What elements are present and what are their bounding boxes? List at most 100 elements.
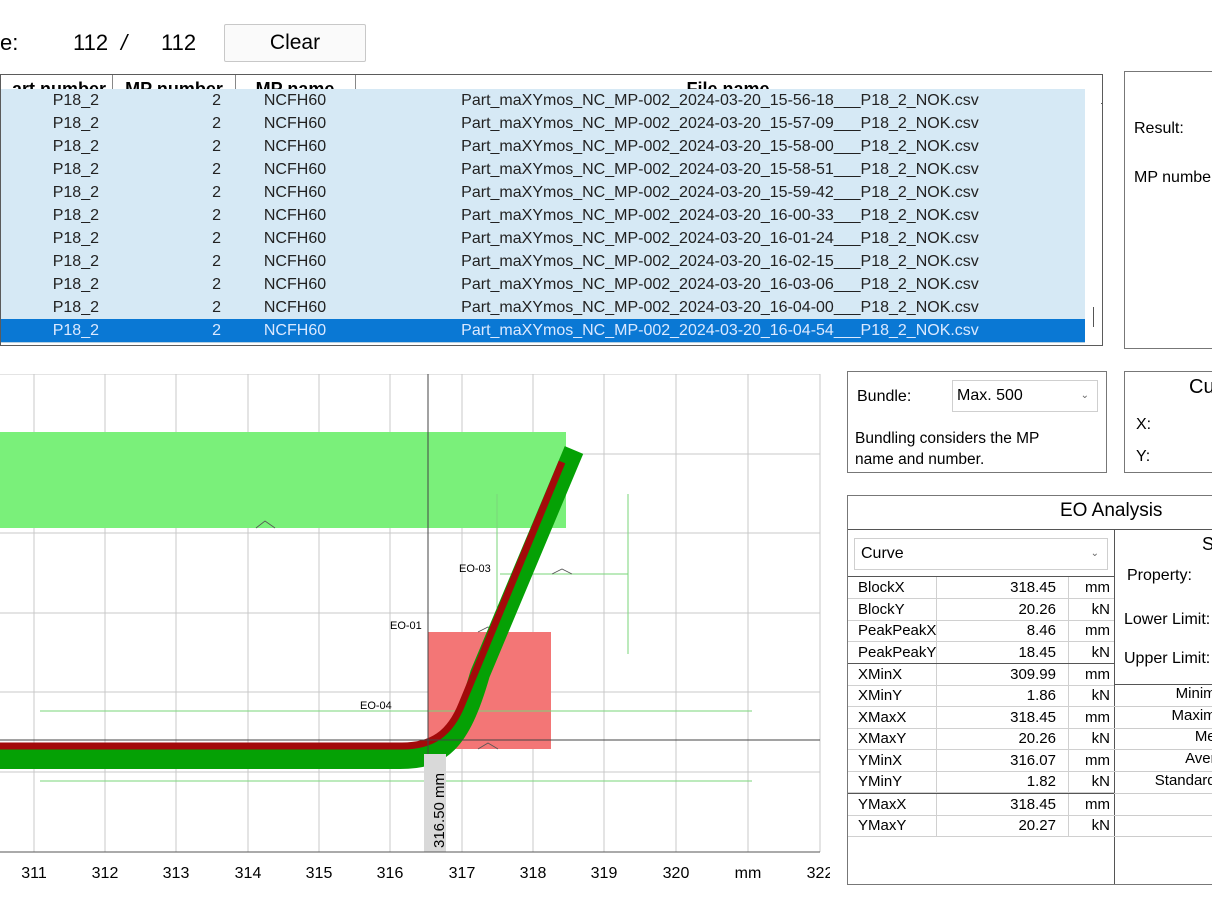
eo-row-name: YMinX [858,751,903,769]
eo-04-label: EO-04 [360,700,392,712]
eo-row[interactable]: XMaxY 20.26 kN [848,728,1114,751]
eo-row[interactable]: XMinX 309.99 mm [848,663,1114,687]
eo-03-marker [551,568,573,575]
stat-row-label: Med [1114,728,1212,751]
cell-part-number: P18_2 [52,92,99,109]
eo-row-unit: mm [1085,751,1110,769]
cell-mp-name: NCFH60 [263,184,327,201]
table-row[interactable]: P18_2 2 NCFH60 Part_maXYmos_NC_MP-002_2024-… [1,89,1085,113]
eo-row[interactable]: BlockX 318.45 mm [848,577,1114,599]
file-table: art number MP number MP name File name P… [0,74,1103,346]
cell-part-number: P18_2 [52,276,99,293]
eo-row[interactable]: YMaxY 20.27 kN [848,814,1114,837]
scrollbar-thumb[interactable] [1093,307,1094,327]
cursor-title: Cu [1189,376,1212,398]
curve-chart[interactable]: 316.50 mm EO-03 EO-01 EO-04 311 312 313 314… [0,374,830,884]
chevron-down-icon: ⌄ [1080,390,1089,401]
table-scrollbar[interactable] [1085,103,1101,344]
upper-limit-label: Upper Limit: [1124,650,1211,667]
cell-part-number: P18_2 [52,322,99,339]
eo-row[interactable]: PeakPeakX 8.46 mm [848,620,1114,643]
eo-row[interactable]: BlockY 20.26 kN [848,598,1114,621]
cursor-y-label: Y: [1136,448,1151,465]
filter-label: e: [0,30,19,55]
eo-row-name: YMaxY [858,816,907,834]
eo-title: EO Analysis [1060,500,1163,521]
cell-file-name: Part_maXYmos_NC_MP-002_2024-03-20_15-58-… [461,138,979,155]
bundle-label: Bundle: [857,388,912,405]
stat-row-label [1114,794,1212,816]
eo-row[interactable]: YMinX 316.07 mm [848,749,1114,772]
eo-01-label: EO-01 [390,620,422,632]
eo-01-marker-bottom [477,742,499,750]
cell-mp-name: NCFH60 [263,92,327,109]
cell-file-name: Part_maXYmos_NC_MP-002_2024-03-20_16-01-… [461,230,979,247]
cell-part-number: P18_2 [52,253,99,270]
eo-row-value: 1.86 [1026,687,1056,704]
stat-row-label: Standardd [1114,772,1212,794]
table-row[interactable]: P18_2 2 NCFH60 Part_maXYmos_NC_MP-002_2024-… [1,227,1085,251]
cell-part-number: P18_2 [52,115,99,132]
eo-row-name: XMaxY [858,730,907,748]
eo-curve-select[interactable]: Curve ⌄ [854,538,1108,570]
eo-row-value: 20.26 [1018,600,1056,618]
cell-mp-name: NCFH60 [263,230,327,247]
cell-part-number: P18_2 [52,184,99,201]
eo-row[interactable]: PeakPeakY 18.45 kN [848,641,1114,664]
eo-row-name: PeakPeakY [858,643,936,661]
stat-row-label: C [1114,815,1212,838]
eo-row-name: XMaxX [858,708,907,726]
stat-row-label: Minimu [1114,685,1212,707]
cell-part-number: P18_2 [52,138,99,155]
eo-analysis-panel: EO Analysis Curve ⌄ BlockX 318.45 mm BlockY… [847,495,1212,885]
eo-row[interactable]: XMaxX 318.45 mm [848,706,1114,729]
chevron-down-icon: ⌄ [1090,548,1099,559]
x-tick-label: 322 [807,865,830,882]
cell-mp-number: 2 [212,253,221,270]
eo-row-value: 8.46 [1026,622,1056,640]
x-tick-label: 320 [663,865,690,882]
eo-row-unit: mm [1085,622,1110,640]
table-row[interactable]: P18_2 2 NCFH60 Part_maXYmos_NC_MP-002_2024-… [1,273,1085,297]
cell-file-name: Part_maXYmos_NC_MP-002_2024-03-20_16-00-… [461,207,979,224]
cursor-panel: Cu X: Y: [1124,371,1212,473]
cell-mp-number: 2 [212,115,221,132]
cursor-value-label: 316.50 mm [431,773,448,848]
eo-row[interactable]: YMaxX 318.45 mm [848,793,1114,816]
table-row[interactable]: P18_2 2 NCFH60 Part_maXYmos_NC_MP-002_2024-… [1,296,1085,320]
eo-row-name: BlockX [858,579,905,596]
green-eo-window[interactable] [0,432,566,528]
cell-mp-number: 2 [212,230,221,247]
table-row[interactable]: P18_2 2 NCFH60 Part_maXYmos_NC_MP-002_2024-… [1,158,1085,182]
eo-row-value: 1.82 [1026,773,1056,791]
clear-button[interactable]: Clear [224,24,366,62]
cell-mp-name: NCFH60 [263,207,327,224]
cell-mp-number: 2 [212,207,221,224]
x-tick-label: 315 [306,865,333,882]
curve-green [0,446,584,769]
cell-mp-name: NCFH60 [263,115,327,132]
eo-row-value: 318.45 [1010,579,1056,596]
table-row[interactable]: P18_2 2 NCFH60 Part_maXYmos_NC_MP-002_2024-… [1,319,1085,343]
property-label: Property: [1127,567,1192,584]
eo-row-name: YMaxX [858,796,907,813]
stat-row-label: Maximu [1114,707,1212,729]
eo-row-unit: kN [1091,600,1110,618]
eo-row[interactable]: XMinY 1.86 kN [848,685,1114,707]
lower-limit-label: Lower Limit: [1124,611,1211,628]
eo-row[interactable]: YMinY 1.82 kN [848,771,1114,794]
cell-mp-number: 2 [212,138,221,155]
result-panel: Result: MP numbe [1124,71,1212,349]
cell-mp-number: 2 [212,276,221,293]
table-row[interactable]: P18_2 2 NCFH60 Part_maXYmos_NC_MP-002_2024-… [1,135,1085,159]
table-row[interactable]: P18_2 2 NCFH60 Part_maXYmos_NC_MP-002_2024-… [1,250,1085,274]
cursor-label-bg [424,754,446,852]
cell-file-name: Part_maXYmos_NC_MP-002_2024-03-20_16-03-… [461,276,979,293]
x-tick-label: 316 [377,865,404,882]
eo-row-value: 309.99 [1010,666,1056,684]
table-row[interactable]: P18_2 2 NCFH60 Part_maXYmos_NC_MP-002_2024-… [1,204,1085,228]
table-row[interactable]: P18_2 2 NCFH60 Part_maXYmos_NC_MP-002_2024-… [1,181,1085,205]
table-row[interactable]: P18_2 2 NCFH60 Part_maXYmos_NC_MP-002_2024-… [1,112,1085,136]
bundle-select[interactable]: Max. 500 ⌄ [952,380,1098,412]
count-separator: / [121,30,128,55]
